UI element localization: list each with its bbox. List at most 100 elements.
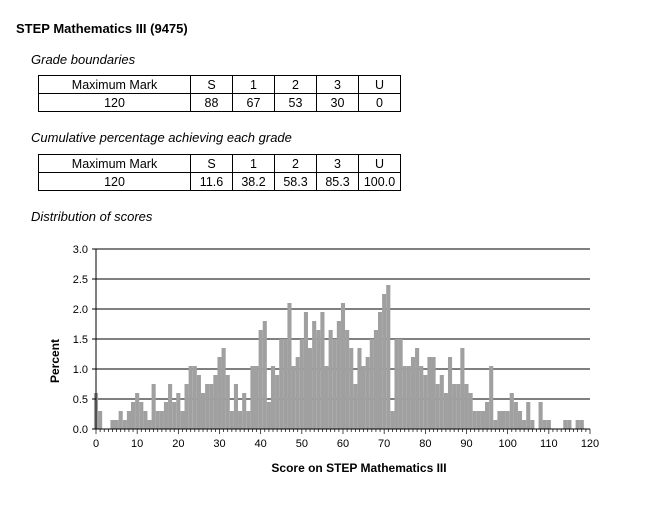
bar [377, 312, 383, 429]
bar [143, 411, 148, 429]
bar [242, 393, 247, 429]
bar [485, 402, 490, 429]
x-tick-label: 40 [255, 438, 267, 450]
bar [476, 411, 481, 429]
bar [390, 411, 395, 429]
bar [567, 420, 572, 429]
bar [493, 420, 498, 429]
bar [217, 357, 222, 429]
bar [522, 420, 527, 429]
bar [538, 402, 543, 429]
bar [151, 384, 156, 429]
page-title: STEP Mathematics III (9475) [16, 21, 188, 36]
table-row: 120 88 67 53 30 0 [38, 93, 401, 112]
bar [530, 420, 535, 429]
bar [299, 339, 304, 429]
y-tick-label: 3.0 [73, 244, 88, 256]
table-header-row: Maximum Mark S 1 2 3 U [38, 75, 401, 94]
bar [139, 402, 144, 429]
bar [394, 339, 399, 429]
x-tick-label: 30 [213, 438, 225, 450]
bar [563, 420, 568, 429]
bar [415, 348, 420, 429]
bar [266, 402, 271, 429]
bar [386, 285, 391, 429]
bar [546, 420, 551, 429]
bar [291, 366, 296, 429]
bar [312, 321, 317, 429]
x-tick-label: 100 [498, 438, 516, 450]
y-axis-title: Percent [48, 339, 62, 383]
bar [163, 402, 169, 429]
bar [447, 357, 453, 429]
bar [357, 348, 362, 429]
bar [229, 411, 234, 429]
bar [369, 339, 374, 429]
bar [468, 393, 473, 429]
cumulative-label: Cumulative percentage achieving each gra… [31, 130, 292, 145]
bar [209, 384, 214, 429]
bar [505, 411, 510, 429]
bar [221, 348, 226, 429]
table-header-row: Maximum Mark S 1 2 3 U [38, 154, 401, 173]
bar [361, 366, 366, 429]
bar [308, 348, 313, 429]
bar [320, 312, 325, 429]
x-axis-title: Score on STEP Mathematics III [271, 461, 446, 475]
bar [258, 330, 263, 429]
bar [188, 366, 193, 429]
bar [192, 366, 197, 429]
bar [180, 411, 185, 429]
table-cell: 100.0 [358, 172, 401, 191]
y-tick-label: 2.0 [73, 304, 88, 316]
bar [575, 420, 580, 429]
bar [365, 357, 370, 429]
bar [250, 366, 255, 429]
x-tick-label: 80 [419, 438, 431, 450]
bar [497, 411, 502, 429]
table-cell: 120 [38, 93, 191, 112]
bar [526, 402, 531, 429]
x-tick-label: 120 [581, 438, 599, 450]
table-cell: 30 [316, 93, 359, 112]
distribution-label: Distribution of scores [31, 209, 153, 224]
table-cell: 120 [38, 172, 191, 191]
table-cell: 88 [190, 93, 233, 112]
bar [172, 402, 177, 429]
bar [283, 339, 288, 429]
bar [316, 330, 321, 429]
bar [435, 384, 440, 429]
bar [118, 411, 123, 429]
bar [147, 420, 152, 429]
grade-boundaries-table: Maximum Mark S 1 2 3 U 120 88 67 53 30 0 [38, 75, 401, 112]
bar [353, 384, 358, 429]
bar [213, 375, 218, 429]
bar [513, 402, 518, 429]
bar [410, 357, 416, 429]
bar [509, 393, 514, 429]
bar [382, 294, 387, 429]
x-tick-label: 10 [131, 438, 143, 450]
y-tick-label: 0.0 [73, 424, 88, 436]
bar [431, 357, 436, 429]
x-tick-label: 70 [378, 438, 390, 450]
bar [443, 393, 448, 429]
bar [196, 375, 201, 429]
bar [456, 384, 461, 429]
x-tick-label: 60 [337, 438, 349, 450]
bar [439, 375, 444, 429]
bar [262, 321, 267, 429]
bar [489, 366, 494, 429]
bar [402, 366, 407, 429]
bar [480, 411, 486, 429]
x-tick-label: 110 [540, 438, 558, 450]
bar [159, 411, 164, 429]
bar [270, 366, 276, 429]
bar [336, 321, 341, 429]
bar [398, 339, 403, 429]
bar [517, 411, 523, 429]
bar [332, 339, 337, 429]
bar [126, 411, 131, 429]
bar [233, 384, 239, 429]
